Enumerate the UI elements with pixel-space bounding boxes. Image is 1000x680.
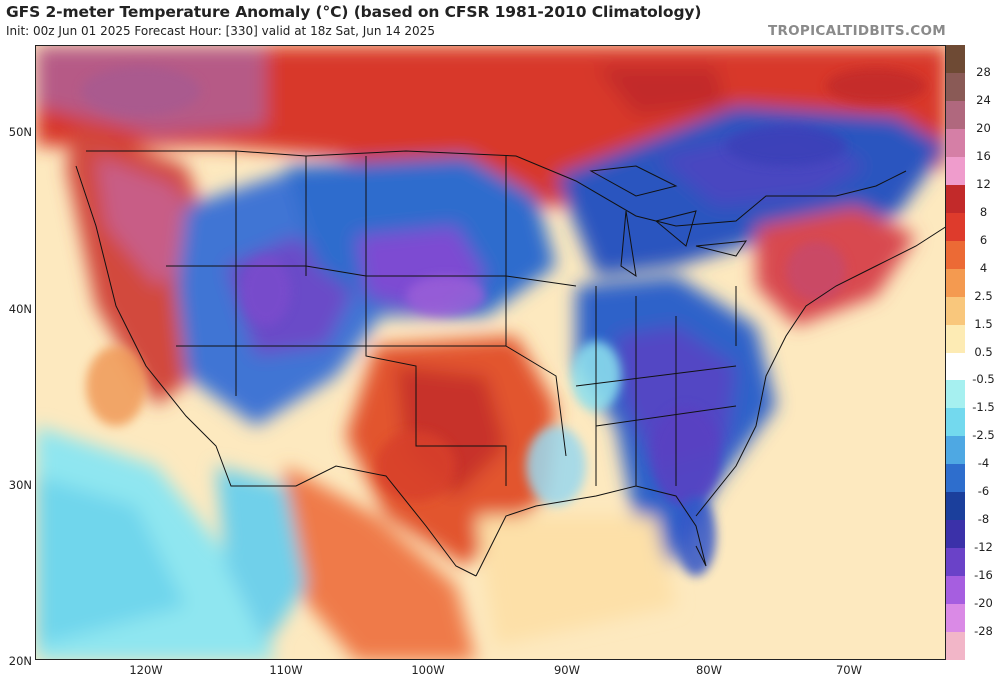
legend-swatch [946, 548, 965, 577]
legend-swatch [946, 324, 965, 353]
legend-swatch [946, 492, 965, 521]
lat-label-30n: 30N [8, 478, 32, 492]
legend-label: 1.5 [974, 316, 993, 331]
map-graphic [36, 46, 945, 659]
anomaly-map [35, 45, 946, 660]
legend-label: -12 [974, 540, 993, 555]
lon-label-100w: 100W [411, 663, 445, 677]
lon-label-70w: 70W [835, 663, 862, 677]
legend-swatch [946, 352, 965, 381]
legend-swatch [946, 604, 965, 633]
borders [75, 150, 945, 577]
legend-swatch [946, 45, 965, 74]
legend-swatch [946, 408, 965, 437]
legend-swatch [946, 576, 965, 605]
legend-label: 24 [976, 92, 991, 107]
legend-swatch [946, 436, 965, 465]
legend-swatch [946, 156, 965, 186]
legend-swatch [946, 72, 965, 102]
legend-label: 2.5 [974, 288, 993, 303]
legend-swatch [946, 100, 965, 130]
legend-swatch [946, 632, 965, 661]
color-legend: 28 24 20 16 12 8 6 4 2.5 1.5 0.5 -0.5 -1.5 -2.5 -4 -6 -8… [946, 45, 1000, 661]
legend-label: -20 [974, 596, 993, 611]
anomaly-detail [81, 66, 926, 576]
legend-swatch [946, 520, 965, 549]
legend-swatch [946, 128, 965, 158]
lon-label-90w: 90W [553, 663, 580, 677]
lon-label-110w: 110W [269, 663, 303, 677]
legend-swatch [946, 464, 965, 493]
lat-label-40n: 40N [8, 302, 32, 316]
legend-swatch [946, 212, 965, 242]
great-lakes [589, 165, 748, 278]
legend-label: 6 [979, 232, 988, 247]
site-brand: TROPICALTIDBITS.COM [767, 23, 946, 39]
legend-label: -8 [977, 512, 990, 527]
legend-label: -2.5 [972, 428, 995, 443]
legend-label: -4 [977, 456, 990, 471]
lat-label-20n: 20N [8, 654, 32, 668]
legend-swatch [946, 240, 965, 270]
lon-label-80w: 80W [695, 663, 722, 677]
legend-label: 4 [979, 260, 988, 275]
legend-swatch [946, 380, 965, 409]
lon-label-120w: 120W [129, 663, 163, 677]
legend-swatch [946, 184, 965, 214]
legend-label: 0.5 [974, 344, 993, 359]
legend-swatch [946, 296, 965, 326]
forecast-info: Init: 00z Jun 01 2025 Forecast Hour: [33… [6, 24, 435, 38]
legend-label: -28 [974, 624, 993, 639]
chart-title: GFS 2-meter Temperature Anomaly (°C) (ba… [6, 3, 702, 21]
legend-label: -6 [977, 484, 990, 499]
legend-label: 16 [976, 148, 991, 163]
legend-label: 20 [976, 120, 991, 135]
legend-swatch [946, 268, 965, 298]
legend-label: 28 [976, 64, 991, 79]
legend-label: 12 [976, 176, 991, 191]
lat-label-50n: 50N [8, 125, 32, 139]
legend-label: -16 [974, 568, 993, 583]
legend-label: 8 [979, 204, 988, 219]
legend-label: -1.5 [972, 400, 995, 415]
legend-label: -0.5 [972, 372, 995, 387]
